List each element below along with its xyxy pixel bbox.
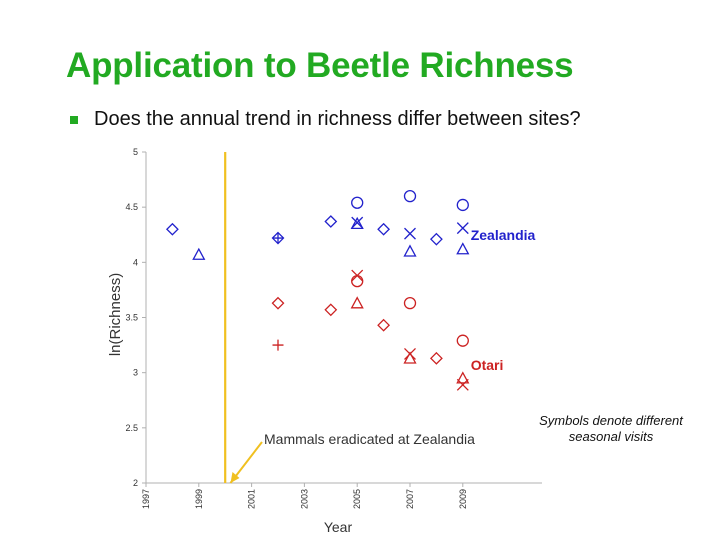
zealandia-circle-marker	[456, 198, 469, 212]
eradication-annotation-label: Mammals eradicated at Zealandia	[264, 431, 475, 447]
symbols-note-line2: seasonal visits	[568, 429, 654, 444]
y-tick-label: 2.5	[125, 423, 138, 433]
otari-circle-marker	[403, 297, 417, 310]
y-tick-label: 3.5	[125, 313, 138, 323]
zealandia-circle-marker	[351, 196, 364, 209]
zealandia-plus-marker	[272, 232, 284, 244]
zealandia-diamond-marker	[377, 222, 391, 236]
symbols-note-line1: Symbols denote different	[539, 413, 683, 428]
y-tick-label: 2	[133, 478, 138, 488]
zealandia-diamond-marker	[429, 232, 443, 246]
x-tick-label: 1997	[141, 489, 151, 509]
zealandia-triangle-marker	[192, 247, 206, 260]
bullet-text: Does the annual trend in richness differ…	[94, 108, 581, 130]
y-tick-label: 4.5	[125, 202, 138, 212]
square-bullet-icon	[70, 115, 78, 124]
x-tick-label: 2005	[352, 489, 362, 509]
zealandia-diamond-marker	[324, 215, 338, 228]
x-tick-label: 2003	[299, 489, 309, 509]
zealandia-diamond-marker	[165, 222, 179, 236]
slide-title: Application to Beetle Richness	[66, 46, 574, 85]
y-tick-label: 5	[133, 147, 138, 157]
zealandia-cross-marker	[456, 222, 469, 235]
otari-diamond-marker	[324, 303, 338, 317]
y-tick-label: 3	[133, 368, 138, 378]
y-tick-label: 4	[133, 257, 138, 267]
y-axis-title: ln(Richness)	[107, 273, 124, 356]
x-tick-label: 1999	[194, 489, 204, 509]
bullet-row: Does the annual trend in richness differ…	[70, 108, 581, 131]
otari-series-label: Otari	[471, 357, 504, 373]
otari-diamond-marker	[429, 351, 443, 365]
zealandia-cross-marker	[404, 227, 416, 240]
x-axis-title: Year	[324, 519, 353, 535]
zealandia-triangle-marker	[403, 244, 417, 257]
otari-diamond-marker	[271, 296, 285, 310]
zealandia-triangle-marker	[456, 242, 470, 255]
otari-plus-marker	[272, 339, 284, 351]
zealandia-series-label: Zealandia	[471, 227, 536, 243]
zealandia-triangle-marker	[350, 216, 364, 230]
zealandia-circle-marker	[403, 189, 417, 203]
otari-diamond-marker	[377, 318, 391, 332]
otari-cross-marker	[456, 378, 469, 391]
symbols-note: Symbols denote different seasonal visits	[526, 413, 696, 445]
otari-triangle-marker	[350, 296, 364, 309]
x-tick-label: 2009	[458, 489, 468, 509]
otari-triangle-marker	[403, 351, 417, 364]
x-tick-label: 2007	[405, 489, 415, 509]
otari-circle-marker	[456, 334, 469, 347]
arrow-head-icon	[230, 472, 240, 483]
x-tick-label: 2001	[247, 489, 257, 509]
otari-circle-marker	[351, 274, 364, 288]
otari-triangle-marker	[456, 371, 470, 384]
